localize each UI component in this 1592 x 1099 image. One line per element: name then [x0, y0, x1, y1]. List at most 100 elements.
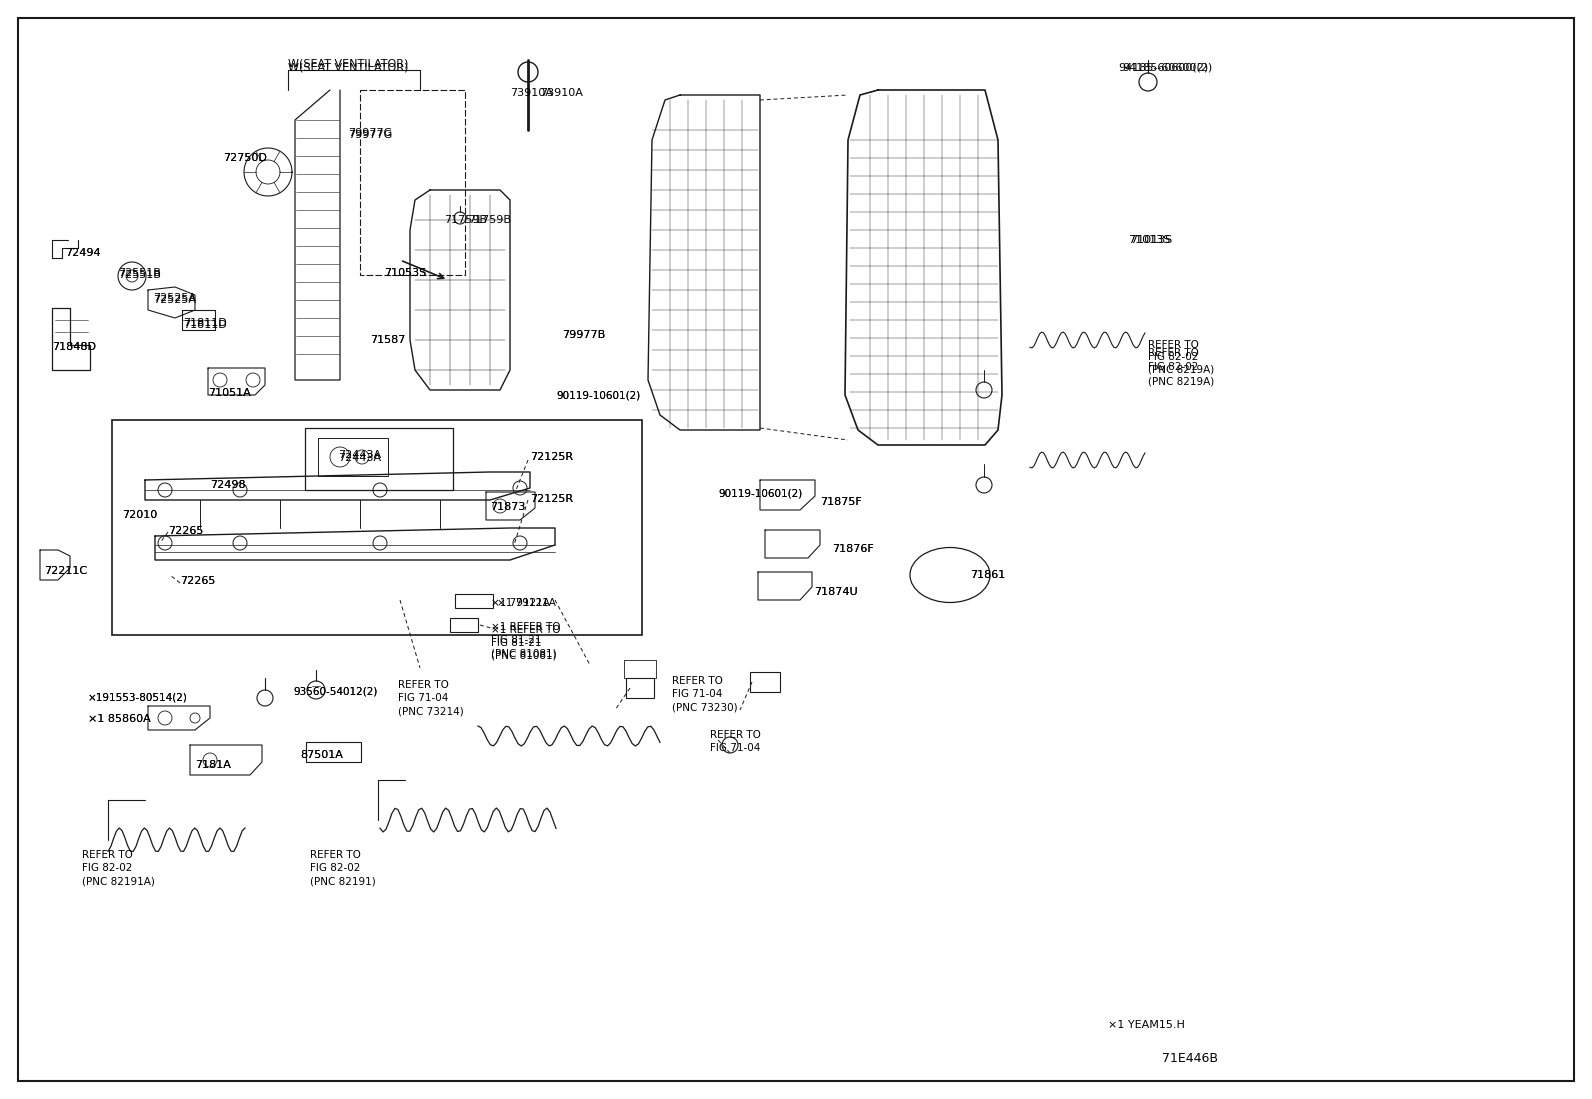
Text: 72125R: 72125R	[530, 452, 573, 462]
Text: 71587: 71587	[369, 335, 406, 345]
Text: REFER TO: REFER TO	[310, 850, 361, 861]
Text: REFER TO: REFER TO	[1148, 340, 1199, 349]
Text: 71876F: 71876F	[833, 544, 874, 554]
Text: 71874U: 71874U	[814, 587, 858, 597]
Text: 94185-60600(2): 94185-60600(2)	[1122, 62, 1212, 73]
Text: 71013S: 71013S	[1129, 235, 1170, 245]
Text: 79977B: 79977B	[562, 330, 605, 340]
Text: 93560-54012(2): 93560-54012(2)	[293, 686, 377, 696]
Text: (PNC 73214): (PNC 73214)	[398, 706, 463, 717]
Text: 72750D: 72750D	[223, 153, 267, 163]
Text: 71759B: 71759B	[444, 215, 487, 225]
Text: 72125R: 72125R	[530, 452, 573, 462]
Text: ×191553-80514(2): ×191553-80514(2)	[88, 692, 188, 702]
Bar	[306, 428, 454, 490]
Bar	[360, 90, 465, 275]
Text: 72494: 72494	[65, 248, 100, 258]
Text: (PNC 8219A): (PNC 8219A)	[1148, 376, 1215, 386]
Text: FIG 82-02: FIG 82-02	[1148, 352, 1199, 362]
Text: REFER TO: REFER TO	[1148, 348, 1199, 358]
Text: 71013S: 71013S	[1130, 235, 1172, 245]
Text: 87501A: 87501A	[299, 750, 342, 761]
Text: 71587: 71587	[369, 335, 406, 345]
Text: 72443A: 72443A	[338, 449, 380, 460]
Text: 72265: 72265	[180, 576, 215, 586]
Text: 72525A: 72525A	[153, 295, 196, 306]
Text: (PNC 82191A): (PNC 82191A)	[83, 876, 154, 886]
Text: 93560-54012(2): 93560-54012(2)	[293, 686, 377, 696]
Text: REFER TO: REFER TO	[672, 676, 723, 686]
Text: 73910A: 73910A	[509, 88, 552, 98]
Text: 72265: 72265	[169, 526, 204, 536]
Text: 71759B: 71759B	[468, 215, 511, 225]
Text: 71053S: 71053S	[384, 268, 427, 278]
Text: (PNC 82191): (PNC 82191)	[310, 876, 376, 886]
Text: FIG 81-21: FIG 81-21	[490, 635, 541, 645]
Text: FIG 71-04: FIG 71-04	[710, 743, 761, 753]
Text: 72125R: 72125R	[530, 493, 573, 504]
Text: FIG 71-04: FIG 71-04	[672, 689, 723, 699]
Bar	[750, 671, 780, 692]
Text: 71051A: 71051A	[209, 388, 252, 398]
Text: (PNC 81081): (PNC 81081)	[490, 651, 557, 660]
Text: 72010: 72010	[123, 510, 158, 520]
Text: 71861: 71861	[970, 570, 1005, 580]
Text: 71875F: 71875F	[820, 497, 861, 507]
Text: ×1 79121A: ×1 79121A	[490, 598, 549, 608]
Text: 72010: 72010	[123, 510, 158, 520]
Text: W(SEAT VENTILATOR): W(SEAT VENTILATOR)	[288, 58, 409, 68]
Text: 72125R: 72125R	[530, 493, 573, 504]
Text: 79977B: 79977B	[562, 330, 605, 340]
Text: 71876F: 71876F	[833, 544, 874, 554]
Text: FIG 82-02: FIG 82-02	[1148, 362, 1199, 371]
Text: 71811D: 71811D	[183, 320, 226, 330]
Bar	[318, 439, 388, 476]
Text: 72211C: 72211C	[45, 566, 88, 576]
Text: 71873: 71873	[490, 502, 525, 512]
Text: (PNC 81081): (PNC 81081)	[490, 648, 557, 658]
Text: 71E446B: 71E446B	[1162, 1052, 1218, 1065]
Text: 90119-10601(2): 90119-10601(2)	[718, 488, 802, 498]
Text: 71848D: 71848D	[53, 342, 96, 352]
Text: 72443A: 72443A	[338, 453, 380, 463]
Text: 90119-10601(2): 90119-10601(2)	[556, 390, 640, 400]
Text: REFER TO: REFER TO	[710, 730, 761, 740]
Text: ×1 85860A: ×1 85860A	[88, 714, 151, 724]
Text: 72551B: 72551B	[118, 268, 161, 278]
Text: W(SEAT VENTILATOR): W(SEAT VENTILATOR)	[288, 62, 409, 73]
Text: FIG 82-02: FIG 82-02	[83, 863, 132, 873]
Text: ×1 YEAM15.H: ×1 YEAM15.H	[1108, 1020, 1184, 1030]
Bar	[111, 420, 642, 635]
Text: ×1 REFER TO: ×1 REFER TO	[490, 622, 560, 632]
Text: 90119-10601(2): 90119-10601(2)	[556, 390, 640, 400]
Text: 71861: 71861	[970, 570, 1005, 580]
Text: (PNC 8219A): (PNC 8219A)	[1148, 364, 1215, 374]
Text: 71848D: 71848D	[53, 342, 96, 352]
Bar	[626, 678, 654, 698]
Text: 71811D: 71811D	[183, 318, 226, 328]
Text: 72211C: 72211C	[45, 566, 88, 576]
Text: ×191553-80514(2): ×191553-80514(2)	[88, 692, 188, 702]
Text: 73910A: 73910A	[540, 88, 583, 98]
Text: 72498: 72498	[210, 480, 245, 490]
Text: 72750D: 72750D	[223, 153, 267, 163]
Text: 72265: 72265	[169, 526, 204, 536]
Text: FIG 81-21: FIG 81-21	[490, 639, 541, 648]
Text: FIG 71-04: FIG 71-04	[398, 693, 449, 703]
Text: 72498: 72498	[210, 480, 245, 490]
Text: 79977G: 79977G	[349, 130, 392, 140]
Bar	[451, 618, 478, 632]
Bar	[455, 593, 494, 608]
Text: REFER TO: REFER TO	[398, 680, 449, 690]
Text: ×1 REFER TO: ×1 REFER TO	[490, 625, 560, 635]
Text: (PNC 73230): (PNC 73230)	[672, 702, 737, 712]
Text: 71875F: 71875F	[820, 497, 861, 507]
Text: 72494: 72494	[65, 248, 100, 258]
Text: 71051A: 71051A	[209, 388, 252, 398]
Text: 71874U: 71874U	[814, 587, 858, 597]
Bar	[624, 660, 656, 678]
Text: 87501A: 87501A	[299, 750, 342, 761]
Text: 72551B: 72551B	[118, 270, 161, 280]
Text: ×1 85860A: ×1 85860A	[88, 714, 151, 724]
Text: 7181A: 7181A	[194, 761, 231, 770]
